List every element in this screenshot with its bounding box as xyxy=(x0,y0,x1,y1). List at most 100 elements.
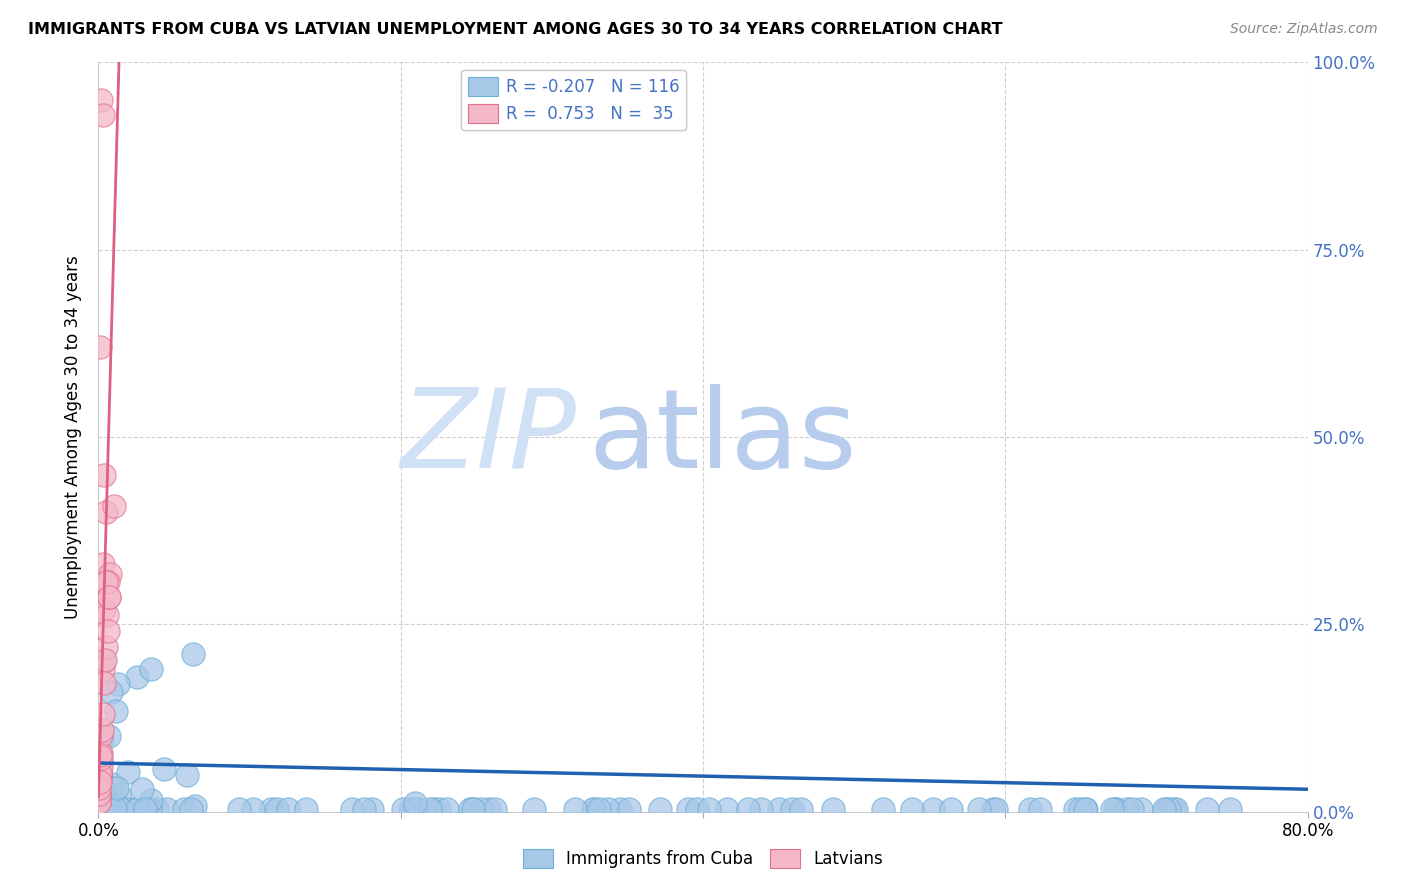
Point xyxy=(94,796,117,810)
Point xyxy=(103,789,125,804)
Point xyxy=(1121,802,1143,816)
Point xyxy=(100,802,122,816)
Point xyxy=(93,602,115,616)
Point xyxy=(89,747,111,762)
Point xyxy=(1115,802,1137,816)
Point xyxy=(1074,802,1097,816)
Point xyxy=(139,802,162,816)
Text: Source: ZipAtlas.com: Source: ZipAtlas.com xyxy=(1230,22,1378,37)
Point xyxy=(90,760,112,774)
Point xyxy=(1164,802,1187,816)
Point xyxy=(110,802,132,816)
Point xyxy=(117,765,139,780)
Point xyxy=(107,677,129,691)
Point xyxy=(94,640,117,654)
Point xyxy=(87,795,110,809)
Point xyxy=(922,802,945,816)
Point xyxy=(127,802,149,816)
Point xyxy=(404,802,426,816)
Point xyxy=(1105,802,1128,816)
Point xyxy=(96,608,118,623)
Point xyxy=(588,802,610,816)
Point xyxy=(91,108,114,122)
Point xyxy=(484,802,506,816)
Point xyxy=(353,802,375,816)
Point xyxy=(94,802,117,816)
Point xyxy=(564,802,586,816)
Point xyxy=(94,574,117,589)
Point xyxy=(93,784,115,798)
Point xyxy=(89,787,111,801)
Legend: Immigrants from Cuba, Latvians: Immigrants from Cuba, Latvians xyxy=(516,842,890,875)
Point xyxy=(1219,802,1241,816)
Point xyxy=(423,802,446,816)
Point xyxy=(89,764,111,779)
Point xyxy=(94,653,117,667)
Point xyxy=(1069,802,1091,816)
Point xyxy=(1154,802,1177,816)
Point xyxy=(176,767,198,781)
Point xyxy=(90,802,112,816)
Point xyxy=(392,802,415,816)
Point xyxy=(90,728,112,742)
Point xyxy=(419,802,441,816)
Point xyxy=(87,795,110,809)
Point xyxy=(749,802,772,816)
Point xyxy=(768,802,790,816)
Text: atlas: atlas xyxy=(588,384,856,491)
Point xyxy=(91,789,114,803)
Point xyxy=(1104,802,1126,816)
Point xyxy=(87,780,110,795)
Point xyxy=(100,685,122,699)
Point xyxy=(90,771,112,785)
Point xyxy=(104,802,127,816)
Point xyxy=(91,558,114,572)
Point xyxy=(98,591,121,605)
Point xyxy=(117,802,139,816)
Point xyxy=(90,746,112,760)
Point xyxy=(402,802,425,816)
Point xyxy=(361,802,384,816)
Point xyxy=(97,575,120,590)
Point xyxy=(478,802,501,816)
Point xyxy=(96,624,118,638)
Point xyxy=(183,648,205,662)
Point xyxy=(470,802,492,816)
Point xyxy=(458,802,481,816)
Point xyxy=(463,802,485,816)
Point xyxy=(173,802,195,816)
Point xyxy=(969,802,991,816)
Point xyxy=(648,802,671,816)
Point xyxy=(180,802,202,816)
Point xyxy=(97,729,120,743)
Point xyxy=(156,802,179,816)
Point xyxy=(260,802,283,816)
Point xyxy=(90,753,112,767)
Point xyxy=(91,662,114,676)
Text: ZIP: ZIP xyxy=(401,384,576,491)
Point xyxy=(87,787,110,801)
Point xyxy=(583,802,606,816)
Point xyxy=(93,467,115,482)
Point xyxy=(1129,802,1152,816)
Point xyxy=(139,793,162,807)
Point xyxy=(427,802,450,816)
Point xyxy=(242,802,264,816)
Point xyxy=(404,797,426,811)
Point xyxy=(266,802,288,816)
Point xyxy=(141,662,163,676)
Point xyxy=(100,566,122,581)
Point xyxy=(277,802,299,816)
Point xyxy=(135,802,157,816)
Point xyxy=(1159,802,1181,816)
Point xyxy=(294,802,316,816)
Point xyxy=(790,802,813,816)
Point xyxy=(900,802,922,816)
Point xyxy=(104,705,127,719)
Point xyxy=(103,499,125,513)
Point xyxy=(93,655,115,669)
Point xyxy=(91,706,114,721)
Point xyxy=(100,802,122,816)
Point xyxy=(823,802,845,816)
Point xyxy=(1101,802,1123,816)
